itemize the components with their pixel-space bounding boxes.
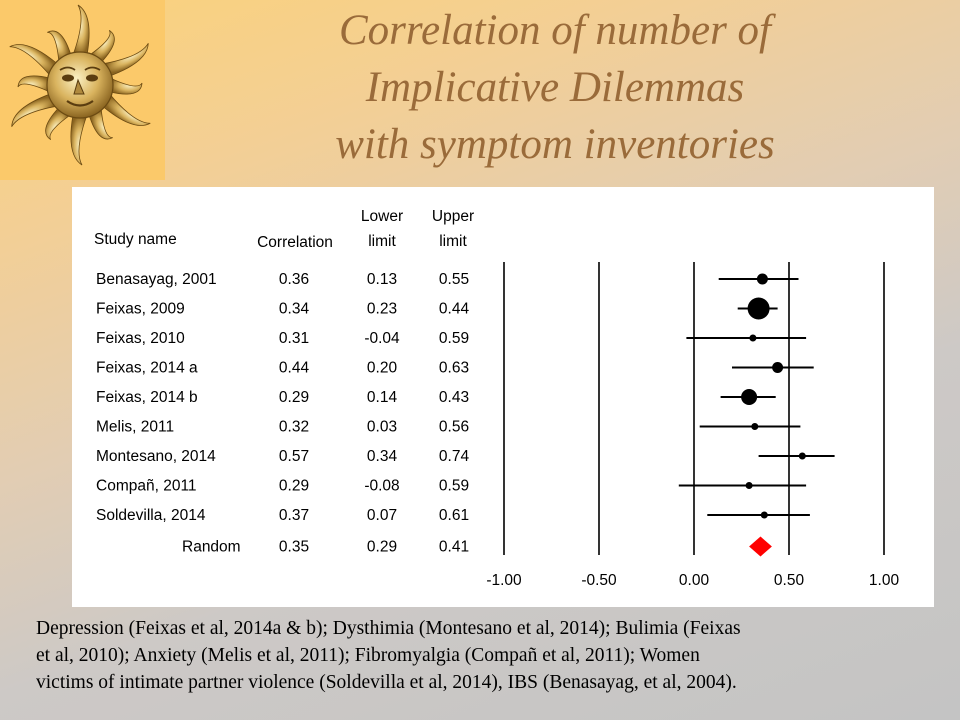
sun-face-icon	[9, 4, 151, 166]
forest-plot-panel: Study name Correlation Lower limit Upper…	[72, 187, 934, 607]
summary-diamond	[749, 536, 772, 557]
caption: Depression (Feixas et al, 2014a & b); Dy…	[36, 615, 936, 696]
summary-name: Random	[182, 539, 241, 556]
study-upper-limit: 0.44	[439, 301, 470, 318]
study-lower-limit: 0.20	[367, 360, 398, 377]
study-name: Feixas, 2009	[96, 301, 185, 318]
study-upper-limit: 0.55	[439, 271, 469, 288]
header-correlation: Correlation	[257, 234, 333, 251]
x-tick-label: 0.00	[679, 572, 710, 589]
sun-ray	[70, 114, 88, 166]
study-correlation: 0.32	[279, 419, 309, 436]
forest-plot: Study name Correlation Lower limit Upper…	[94, 208, 900, 589]
sun-ray	[109, 77, 143, 95]
sun-ray	[47, 30, 72, 64]
study-name: Feixas, 2014 a	[96, 360, 198, 377]
study-lower-limit: -0.04	[364, 330, 400, 347]
header-upper-2: limit	[439, 233, 467, 250]
sun-ray	[45, 106, 72, 141]
study-upper-limit: 0.56	[439, 419, 469, 436]
study-correlation: 0.34	[279, 301, 310, 318]
study-upper-limit: 0.59	[439, 478, 469, 495]
study-name: Feixas, 2010	[96, 330, 185, 347]
x-tick-label: 0.50	[774, 572, 805, 589]
x-tick-label: -1.00	[486, 572, 522, 589]
effect-marker	[747, 297, 770, 320]
sun-ray	[9, 44, 59, 77]
sun-ray	[88, 106, 113, 140]
study-upper-limit: 0.43	[439, 389, 469, 406]
sun-ray	[17, 75, 51, 93]
header-study-name: Study name	[94, 231, 177, 248]
logo-area	[0, 0, 165, 180]
effect-marker	[798, 452, 806, 460]
caption-line-1: Depression (Feixas et al, 2014a & b); Dy…	[36, 618, 741, 639]
summary-correlation: 0.35	[279, 539, 309, 556]
title-line-3: with symptom inventories	[335, 121, 775, 168]
study-name: Soldevilla, 2014	[96, 507, 206, 524]
effect-marker	[760, 511, 768, 519]
study-name: Montesano, 2014	[96, 448, 216, 465]
sun-ray	[101, 43, 149, 77]
study-lower-limit: 0.13	[367, 271, 397, 288]
sun-ray	[11, 93, 59, 127]
x-tick-label: -0.50	[581, 572, 617, 589]
effect-marker	[741, 389, 758, 405]
study-lower-limit: 0.23	[367, 301, 397, 318]
study-lower-limit: 0.34	[367, 448, 398, 465]
sun-ray	[72, 4, 90, 56]
study-correlation: 0.29	[279, 389, 309, 406]
study-correlation: 0.37	[279, 507, 309, 524]
study-lower-limit: 0.07	[367, 507, 397, 524]
study-lower-limit: 0.03	[367, 419, 397, 436]
study-upper-limit: 0.59	[439, 330, 469, 347]
title-line-1: Correlation of number of	[339, 7, 771, 54]
sun-ray	[88, 29, 115, 64]
x-tick-label: 1.00	[869, 572, 900, 589]
study-correlation: 0.57	[279, 448, 309, 465]
effect-marker	[745, 482, 753, 489]
summary-upper-limit: 0.41	[439, 539, 469, 556]
header-upper-1: Upper	[432, 208, 474, 225]
study-upper-limit: 0.74	[439, 448, 470, 465]
caption-line-3: victims of intimate partner violence (So…	[36, 672, 737, 693]
effect-marker	[772, 362, 784, 373]
title-line-2: Implicative Dilemmas	[365, 64, 745, 111]
study-name: Compañ, 2011	[96, 478, 197, 495]
study-name: Benasayag, 2001	[96, 271, 217, 288]
study-name: Melis, 2011	[96, 419, 174, 436]
effect-marker	[751, 423, 759, 430]
header-lower-1: Lower	[361, 208, 403, 225]
summary-lower-limit: 0.29	[367, 539, 397, 556]
effect-marker	[749, 334, 757, 342]
study-lower-limit: -0.08	[364, 478, 399, 495]
study-correlation: 0.29	[279, 478, 309, 495]
caption-line-2: et al, 2010); Anxiety (Melis et al, 2011…	[36, 645, 700, 666]
study-correlation: 0.31	[279, 330, 309, 347]
study-lower-limit: 0.14	[367, 389, 398, 406]
study-upper-limit: 0.61	[439, 507, 469, 524]
effect-marker	[756, 273, 768, 285]
sun-ray	[101, 93, 151, 126]
study-name: Feixas, 2014 b	[96, 389, 198, 406]
study-upper-limit: 0.63	[439, 360, 469, 377]
study-correlation: 0.36	[279, 271, 309, 288]
header-lower-2: limit	[368, 233, 396, 250]
slide-title: Correlation of number of Implicative Dil…	[230, 2, 880, 173]
study-correlation: 0.44	[279, 360, 310, 377]
